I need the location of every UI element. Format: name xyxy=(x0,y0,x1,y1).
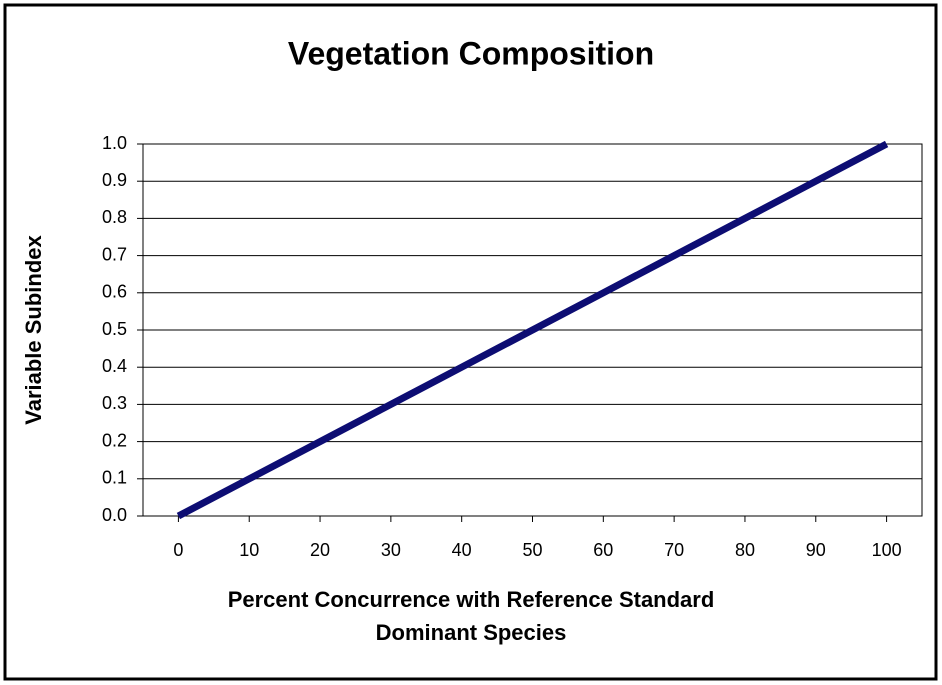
x-tick-label: 30 xyxy=(381,540,401,560)
x-tick-label: 50 xyxy=(522,540,542,560)
x-tick-label: 0 xyxy=(173,540,183,560)
y-tick-label: 0.3 xyxy=(102,393,127,413)
y-tick-label: 0.5 xyxy=(102,319,127,339)
y-tick-label: 0.7 xyxy=(102,244,127,264)
x-tick-label: 40 xyxy=(452,540,472,560)
x-tick-label: 10 xyxy=(239,540,259,560)
y-tick-label: 0.6 xyxy=(102,282,127,302)
y-tick-label: 1.0 xyxy=(102,133,127,153)
x-axis-title: Dominant Species xyxy=(376,620,567,645)
y-tick-label: 0.9 xyxy=(102,170,127,190)
y-axis-title: Variable Subindex xyxy=(21,234,46,424)
y-tick-label: 0.8 xyxy=(102,207,127,227)
x-tick-label: 90 xyxy=(806,540,826,560)
data-line xyxy=(176,140,889,520)
x-tick-label: 20 xyxy=(310,540,330,560)
y-tick-label: 0.4 xyxy=(102,356,127,376)
x-axis-title: Percent Concurrence with Reference Stand… xyxy=(228,587,715,612)
x-tick-label: 60 xyxy=(593,540,613,560)
x-tick-label: 100 xyxy=(872,540,902,560)
x-tick-label: 70 xyxy=(664,540,684,560)
y-tick-label: 0.0 xyxy=(102,505,127,525)
x-tick-label: 80 xyxy=(735,540,755,560)
y-tick-label: 0.2 xyxy=(102,430,127,450)
chart-title: Vegetation Composition xyxy=(288,35,654,71)
y-tick-label: 0.1 xyxy=(102,468,127,488)
